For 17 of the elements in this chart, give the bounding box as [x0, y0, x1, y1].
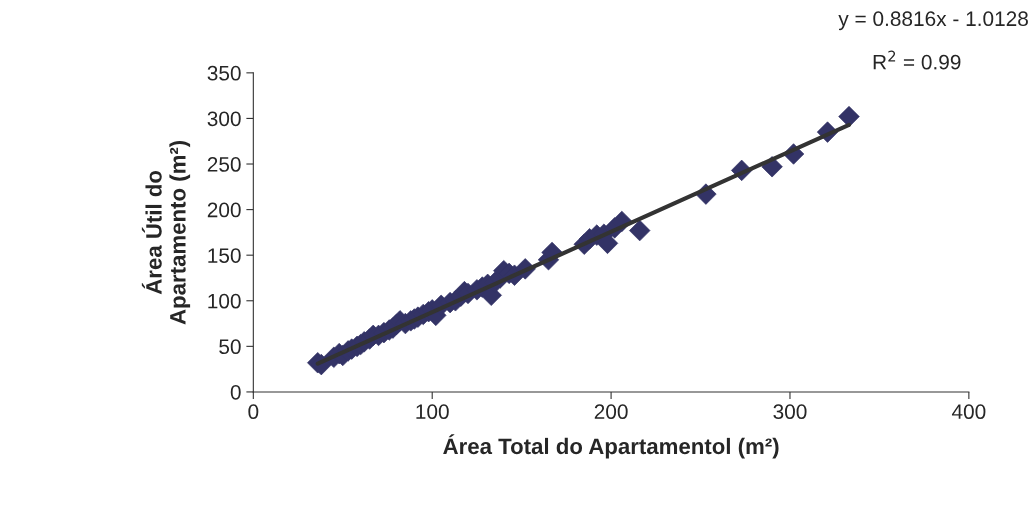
x-tick-label: 100	[416, 404, 449, 420]
y-tick-label: 0	[230, 384, 241, 400]
y-tick-label: 350	[207, 65, 241, 81]
x-tick-label: 0	[248, 404, 259, 420]
x-tick-label: 400	[951, 404, 986, 420]
y-tick-label: 300	[207, 111, 241, 127]
y-tick-label: 150	[208, 248, 241, 263]
text: y = 0.8816x - 1.0128	[838, 11, 1028, 31]
y-tick-label: 100	[208, 293, 241, 309]
y-tick-label: 50	[219, 339, 241, 355]
y-axis-title: Área Útil do Apartamento (m²)	[141, 140, 191, 325]
y-tick-label: 250	[207, 157, 241, 172]
x-tick-label: 300	[773, 404, 807, 420]
text: R$^{2}$ = 0.99	[873, 50, 961, 70]
y-tick-label: 200	[207, 202, 241, 218]
x-axis-title: Área Total do Apartamentol (m²)	[443, 434, 779, 459]
x-tick-label: 200	[594, 404, 628, 420]
